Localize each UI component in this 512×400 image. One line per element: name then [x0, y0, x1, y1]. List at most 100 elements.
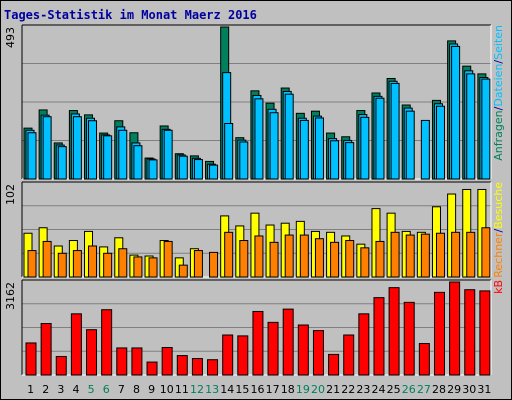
legend-entry: kB — [492, 280, 505, 294]
bar-kb-day-22 — [343, 334, 355, 376]
bar-rechner-day-10 — [163, 240, 173, 278]
bar-rechner-day-15 — [239, 240, 249, 278]
bar-rechner-day-19 — [299, 234, 309, 278]
bar-seiten-day-14 — [224, 123, 234, 180]
bar-seiten-day-27 — [420, 119, 430, 180]
bar-kb-day-18 — [282, 308, 294, 376]
day-label-2: 2 — [42, 383, 49, 396]
day-label-4: 4 — [72, 383, 79, 396]
day-label-31: 31 — [477, 383, 491, 396]
panel-2-legend: Rechner/Besuche — [492, 182, 505, 278]
bar-seiten-day-6 — [103, 135, 113, 180]
bar-seiten-day-18 — [284, 93, 294, 180]
day-label-1: 1 — [27, 383, 34, 396]
day-label-25: 25 — [387, 383, 401, 396]
bar-seiten-day-24 — [375, 97, 385, 180]
day-label-14: 14 — [220, 383, 234, 396]
bar-kb-day-13 — [207, 359, 219, 376]
bar-kb-day-26 — [403, 301, 415, 376]
bar-rechner-day-29 — [451, 231, 461, 278]
bar-seiten-day-17 — [269, 112, 279, 180]
bar-kb-day-20 — [312, 330, 324, 376]
bar-seiten-day-2 — [42, 116, 52, 180]
day-label-16: 16 — [251, 383, 265, 396]
bar-seiten-day-16 — [254, 98, 264, 180]
bar-kb-day-19 — [297, 324, 309, 376]
bar-seiten-day-12 — [193, 159, 203, 180]
bar-seiten-day-7 — [118, 129, 128, 180]
day-label-17: 17 — [266, 383, 280, 396]
panel-3-legend: kB — [492, 280, 505, 294]
bar-rechner-day-31 — [481, 227, 491, 278]
bar-kb-day-8 — [131, 347, 143, 376]
bar-seiten-day-8 — [133, 145, 143, 180]
bar-rechner-day-26 — [405, 234, 415, 278]
bar-rechner-day-13 — [209, 251, 219, 278]
bar-seiten-day-11 — [178, 155, 188, 180]
bar-rechner-day-4 — [72, 250, 82, 278]
bar-kb-day-28 — [433, 291, 445, 376]
bar-kb-day-21 — [328, 353, 340, 376]
bar-rechner-day-28 — [435, 232, 445, 278]
day-label-15: 15 — [235, 383, 249, 396]
bar-rechner-day-23 — [360, 247, 370, 278]
bar-rechner-day-5 — [88, 245, 98, 278]
bar-seiten-day-3 — [57, 146, 67, 180]
bar-kb-day-9 — [146, 361, 158, 376]
bar-kb-day-11 — [176, 355, 188, 376]
bar-rechner-day-1 — [27, 250, 37, 278]
bar-seiten-day-26 — [405, 110, 415, 180]
bar-kb-day-29 — [449, 281, 461, 376]
bar-seiten-day-4 — [72, 116, 82, 180]
legend-entry: / — [492, 106, 505, 110]
legend-entry: Anfragen — [492, 110, 505, 160]
bar-kb-day-27 — [418, 343, 430, 376]
bar-kb-day-2 — [40, 323, 52, 376]
bar-seiten-day-10 — [163, 129, 173, 180]
day-label-19: 19 — [296, 383, 310, 396]
day-label-20: 20 — [311, 383, 325, 396]
legend-entry: / — [492, 229, 505, 233]
day-label-12: 12 — [190, 383, 204, 396]
bar-rechner-day-30 — [466, 231, 476, 278]
legend-entry: Besuche — [492, 182, 505, 229]
bar-rechner-day-9 — [148, 257, 158, 278]
bar-kb-day-15 — [237, 335, 249, 376]
bar-rechner-day-6 — [103, 252, 113, 278]
day-label-11: 11 — [175, 383, 189, 396]
bar-kb-day-6 — [101, 309, 113, 376]
legend-entry: Dateien — [492, 64, 505, 107]
day-label-21: 21 — [326, 383, 340, 396]
bar-seiten-day-20 — [314, 117, 324, 180]
bar-seiten-day-5 — [88, 120, 98, 180]
bar-rechner-day-22 — [345, 240, 355, 278]
day-label-22: 22 — [341, 383, 355, 396]
bar-rechner-day-2 — [42, 240, 52, 278]
bar-rechner-day-8 — [133, 256, 143, 278]
bar-seiten-day-31 — [481, 78, 491, 180]
bar-kb-day-24 — [373, 297, 385, 376]
day-label-6: 6 — [103, 383, 110, 396]
chart-title: Tages-Statistik im Monat Maerz 2016 — [4, 8, 257, 22]
bar-rechner-day-17 — [269, 241, 279, 278]
bar-kb-day-5 — [86, 329, 98, 376]
day-label-7: 7 — [118, 383, 125, 396]
bar-kb-day-31 — [479, 290, 491, 376]
bar-seiten-day-1 — [27, 132, 37, 180]
day-label-8: 8 — [133, 383, 140, 396]
day-label-26: 26 — [402, 383, 416, 396]
day-label-23: 23 — [356, 383, 370, 396]
day-label-30: 30 — [462, 383, 476, 396]
bar-seiten-day-23 — [360, 116, 370, 180]
day-label-9: 9 — [148, 383, 155, 396]
bar-seiten-day-28 — [435, 105, 445, 180]
bar-rechner-day-25 — [390, 231, 400, 278]
bar-seiten-day-9 — [148, 159, 158, 180]
panel-1-max-label: 493 — [4, 27, 17, 48]
day-label-27: 27 — [417, 383, 431, 396]
bar-seiten-day-29 — [451, 45, 461, 180]
bar-seiten-day-25 — [390, 82, 400, 180]
bar-kb-day-3 — [55, 355, 67, 376]
bar-seiten-day-30 — [466, 73, 476, 180]
